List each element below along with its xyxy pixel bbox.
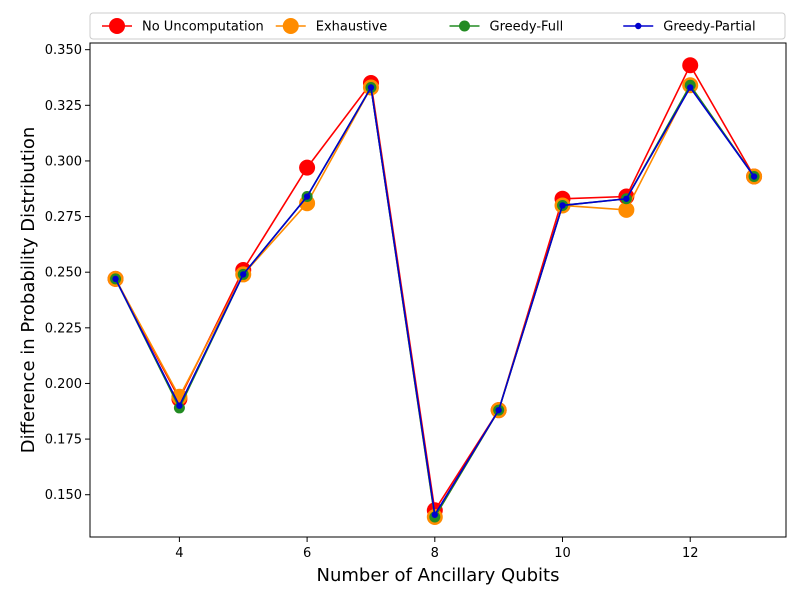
x-tick-label: 4 xyxy=(175,546,183,561)
data-point xyxy=(495,406,502,414)
y-tick-label: 0.350 xyxy=(45,43,82,58)
data-point xyxy=(240,271,247,278)
legend-marker xyxy=(109,18,125,34)
x-tick-label: 10 xyxy=(554,546,571,561)
legend-item: Greedy-Full xyxy=(449,20,564,35)
legend-marker xyxy=(459,20,470,32)
series-line xyxy=(114,63,755,513)
y-tick-label: 0.150 xyxy=(45,488,82,503)
y-axis-title: Difference in Probability Distribution xyxy=(18,127,39,454)
data-point xyxy=(176,402,183,409)
y-tick-label: 0.275 xyxy=(45,210,82,225)
plot-area xyxy=(89,42,787,538)
series-layer xyxy=(107,57,763,525)
y-tick-label: 0.250 xyxy=(45,266,82,281)
legend-label: No Uncomputation xyxy=(142,20,264,35)
x-tick-label: 12 xyxy=(682,546,699,561)
y-tick-label: 0.200 xyxy=(45,377,82,392)
x-axis: 4 6 8 10 12 xyxy=(175,537,698,561)
legend-item: Greedy-Partial xyxy=(623,20,756,35)
y-tick-label: 0.300 xyxy=(45,154,82,169)
data-point xyxy=(303,193,311,200)
y-axis: 0.150 0.175 0.200 0.225 0.250 0.275 0.300 0.325… xyxy=(45,43,90,503)
data-point xyxy=(682,57,699,74)
data-point xyxy=(112,275,119,283)
legend-item: No Uncomputation xyxy=(102,18,264,35)
series-line xyxy=(114,85,755,517)
series-greedy-partial xyxy=(112,84,758,518)
data-point xyxy=(750,173,758,180)
data-point xyxy=(623,195,630,202)
legend-marker xyxy=(635,22,642,30)
series-no-uncomputation xyxy=(107,57,763,519)
y-tick-label: 0.325 xyxy=(45,99,82,114)
legend: No Uncomputation Exhaustive Greedy-Full Gre… xyxy=(89,12,786,40)
legend-marker xyxy=(282,18,299,34)
series-line xyxy=(114,83,755,520)
legend-label: Greedy-Partial xyxy=(663,20,755,35)
data-point xyxy=(687,84,694,91)
data-point xyxy=(367,84,375,91)
legend-label: Greedy-Full xyxy=(490,20,564,35)
series-line xyxy=(114,83,755,520)
series-greedy-full xyxy=(110,79,760,523)
data-point xyxy=(618,201,635,218)
legend-label: Exhaustive xyxy=(316,20,388,35)
x-tick-label: 6 xyxy=(303,546,311,561)
y-tick-label: 0.225 xyxy=(45,321,82,336)
x-axis-title: Number of Ancillary Qubits xyxy=(317,565,560,586)
data-point xyxy=(559,202,566,209)
data-point xyxy=(299,159,316,176)
y-tick-label: 0.175 xyxy=(45,433,82,448)
x-tick-label: 8 xyxy=(431,546,439,561)
legend-item: Exhaustive xyxy=(275,18,388,35)
legend-box xyxy=(89,12,786,40)
series-exhaustive xyxy=(107,77,763,525)
data-point xyxy=(431,511,439,518)
